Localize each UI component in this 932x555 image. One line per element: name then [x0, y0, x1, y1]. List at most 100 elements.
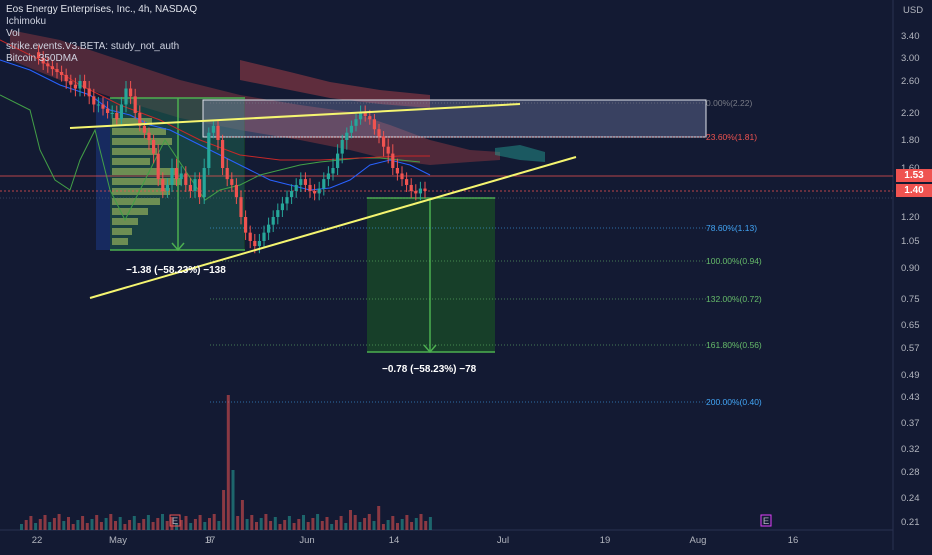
volume-bar: [208, 518, 211, 530]
candle-body: [207, 132, 211, 168]
price-axis-tick: 0.90: [901, 263, 920, 274]
candle-body: [285, 197, 289, 204]
volume-bar: [240, 500, 244, 530]
volume-bar: [405, 515, 409, 530]
candle-body: [198, 179, 202, 198]
candle-body: [147, 132, 151, 140]
time-axis-tick: 9: [206, 535, 211, 546]
volume-bar: [179, 520, 183, 530]
indicator-bitcoin-350dma[interactable]: Bitcoin 350DMA: [6, 52, 78, 64]
indicator-strike-events[interactable]: strike.events.V3.BETA: study_not_auth: [6, 40, 180, 52]
volume-profile-bar: [112, 158, 150, 165]
candle-body: [216, 125, 220, 140]
volume-bar: [306, 522, 310, 530]
volume-bar: [81, 516, 85, 530]
volume-bar: [236, 516, 240, 530]
candle-body: [225, 168, 229, 180]
candle-body: [253, 241, 257, 247]
volume-bar: [396, 523, 399, 530]
candle-body: [101, 104, 105, 109]
volume-bar: [48, 522, 52, 530]
candle-body: [64, 74, 68, 81]
alert-price-label: 1.53: [896, 169, 932, 182]
candle-body: [138, 113, 142, 126]
candle-body: [303, 179, 307, 185]
candle-body: [110, 113, 114, 114]
volume-bar: [198, 515, 202, 530]
volume-profile-bar: [112, 218, 138, 225]
volume-bar: [43, 515, 47, 530]
volume-bar: [255, 522, 258, 530]
volume-profile-bar: [112, 178, 182, 185]
time-axis-tick: May: [109, 535, 127, 546]
candle-body: [372, 119, 376, 130]
volume-profile-bar: [112, 208, 148, 215]
price-axis-tick: 1.60: [901, 163, 920, 174]
candle-body: [188, 184, 192, 191]
volume-bar: [302, 515, 305, 530]
candle-body: [267, 224, 271, 233]
volume-profile-bar: [112, 238, 128, 245]
price-axis-tick: 0.57: [901, 343, 920, 354]
candle-body: [368, 116, 372, 120]
volume-bar: [165, 521, 169, 530]
price-axis-tick: 1.80: [901, 135, 920, 146]
price-axis-tick: 0.65: [901, 320, 920, 331]
volume-bar: [259, 518, 263, 530]
volume-bar: [250, 515, 254, 530]
fib-label: 200.00%(0.40): [706, 397, 762, 407]
volume-bar: [109, 514, 113, 530]
volume-bar: [217, 521, 221, 530]
volume-bar: [410, 522, 414, 530]
price-axis-tick: 0.32: [901, 444, 920, 455]
time-axis-tick: Aug: [690, 535, 707, 546]
candle-body: [331, 168, 335, 174]
volume-bar: [52, 518, 56, 530]
volume-bar: [203, 522, 207, 530]
volume-profile-bar: [112, 138, 172, 145]
ichimoku-cloud-upper: [240, 60, 430, 108]
earnings-event-label: E: [763, 516, 769, 527]
volume-bar: [62, 521, 66, 530]
candle-body: [386, 146, 390, 154]
volume-bar: [297, 519, 301, 530]
volume-bar: [71, 524, 75, 530]
instrument-title: Eos Energy Enterprises, Inc., 4h, NASDAQ: [6, 4, 198, 15]
candle-body: [290, 191, 294, 198]
candle-body: [423, 188, 427, 191]
candle-body: [418, 188, 422, 194]
candle-body: [400, 173, 404, 180]
volume-bar: [358, 522, 362, 530]
volume-bar: [118, 517, 122, 530]
volume-bar: [377, 506, 381, 530]
candle-body: [142, 125, 146, 133]
support-trendline: [89, 156, 577, 299]
volume-bar: [316, 514, 320, 530]
price-axis-tick: 1.05: [901, 236, 920, 247]
candle-body: [78, 81, 82, 89]
candle-body: [165, 184, 169, 191]
candle-body: [244, 217, 248, 233]
candle-body: [106, 108, 110, 113]
volume-bar: [414, 518, 418, 530]
volume-bar: [428, 517, 432, 530]
price-axis-tick: 3.00: [901, 53, 920, 64]
candle-body: [119, 104, 123, 120]
fib-label: 161.80%(0.56): [706, 340, 762, 350]
candle-body: [276, 210, 280, 217]
indicator-volume[interactable]: Vol: [6, 28, 20, 40]
volume-profile-bar: [112, 228, 132, 235]
candle-body: [115, 113, 119, 120]
candle-body: [354, 119, 358, 126]
volume-bar: [170, 517, 174, 530]
volume-bar: [273, 517, 277, 530]
resistance-trendline: [69, 103, 521, 129]
price-axis-tick: 3.40: [901, 31, 920, 42]
volume-profile-bar: [112, 198, 160, 205]
indicator-ichimoku[interactable]: Ichimoku: [6, 16, 47, 28]
time-axis-tick: 14: [389, 535, 400, 546]
candle-body: [414, 191, 418, 194]
volume-bar: [38, 519, 42, 530]
